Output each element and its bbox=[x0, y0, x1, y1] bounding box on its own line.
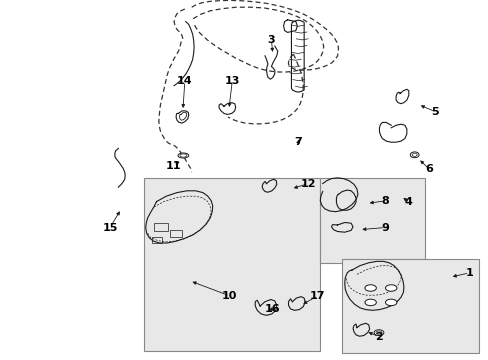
Ellipse shape bbox=[385, 299, 396, 306]
Text: 5: 5 bbox=[430, 107, 438, 117]
Bar bbox=[144, 178, 320, 351]
Bar bbox=[170, 230, 182, 237]
Bar bbox=[342, 259, 478, 353]
Ellipse shape bbox=[385, 285, 396, 291]
Ellipse shape bbox=[373, 330, 383, 336]
Ellipse shape bbox=[180, 154, 186, 157]
Ellipse shape bbox=[411, 153, 416, 156]
Ellipse shape bbox=[178, 153, 188, 158]
Bar bbox=[151, 237, 162, 243]
Bar bbox=[154, 223, 167, 231]
Text: 1: 1 bbox=[465, 268, 472, 278]
Bar bbox=[320, 178, 425, 263]
Text: 8: 8 bbox=[381, 196, 388, 206]
Text: 17: 17 bbox=[309, 291, 325, 301]
Text: 9: 9 bbox=[381, 222, 388, 233]
Text: 4: 4 bbox=[404, 197, 411, 207]
Text: 12: 12 bbox=[300, 179, 315, 189]
Ellipse shape bbox=[375, 331, 381, 334]
Text: 10: 10 bbox=[222, 291, 237, 301]
Ellipse shape bbox=[409, 152, 418, 158]
Ellipse shape bbox=[364, 299, 376, 306]
Text: 14: 14 bbox=[177, 76, 192, 86]
Text: 15: 15 bbox=[102, 222, 118, 233]
Text: 3: 3 bbox=[267, 35, 275, 45]
Text: 11: 11 bbox=[165, 161, 181, 171]
Text: 7: 7 bbox=[294, 137, 302, 147]
Text: 13: 13 bbox=[224, 76, 240, 86]
Ellipse shape bbox=[364, 285, 376, 291]
Text: 16: 16 bbox=[264, 304, 280, 314]
Text: 6: 6 bbox=[425, 164, 432, 174]
Text: 2: 2 bbox=[374, 332, 382, 342]
